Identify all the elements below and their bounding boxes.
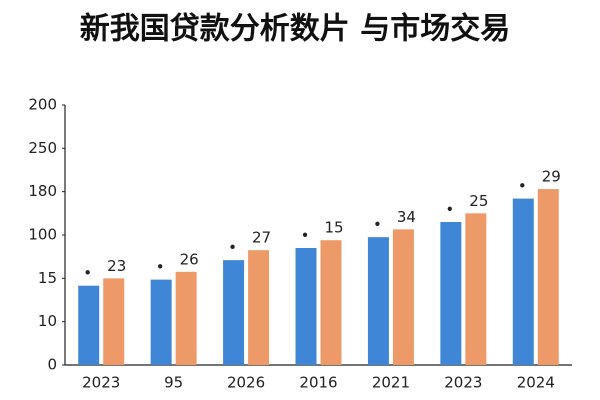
data-label: • [83,264,92,282]
data-label: 26 [180,250,199,268]
x-tick-label: 2023 [444,374,482,392]
y-tick-label: 15 [38,269,57,287]
data-label: • [445,201,454,219]
bar [295,248,317,365]
bar [150,279,172,365]
bar [440,222,462,365]
y-tick-label: 250 [28,139,57,157]
bar [392,229,414,365]
bar [367,237,389,365]
data-label: • [228,239,237,257]
bar [175,271,197,365]
data-label: 29 [542,168,561,186]
x-tick-label: 2024 [517,374,555,392]
data-label: 15 [324,219,343,237]
data-label: 25 [469,192,488,210]
x-tick-label: 95 [164,374,183,392]
bar [465,213,487,365]
bar [103,278,125,365]
data-label: 34 [397,208,416,226]
bar [537,189,559,365]
bar [78,285,100,365]
y-tick-label: 10 [38,312,57,330]
data-label: • [301,227,310,245]
data-label: 23 [107,257,126,275]
data-label: 27 [252,229,271,247]
data-label: • [373,216,382,234]
bar [512,198,534,365]
bar [320,240,342,365]
bar [223,260,245,365]
x-tick-label: 2023 [82,374,120,392]
x-tick-label: 2026 [227,374,265,392]
x-tick-label: 2021 [372,374,410,392]
y-tick-label: 100 [28,226,57,244]
y-tick-label: 200 [28,96,57,114]
data-label: • [518,177,527,195]
chart-title: 新我国贷款分析数片 与市场交易 [80,12,510,47]
bar [248,250,270,365]
y-tick-label: 0 [47,356,57,374]
y-tick-label: 180 [28,182,57,200]
data-label: • [156,258,165,276]
x-tick-label: 2016 [299,374,337,392]
